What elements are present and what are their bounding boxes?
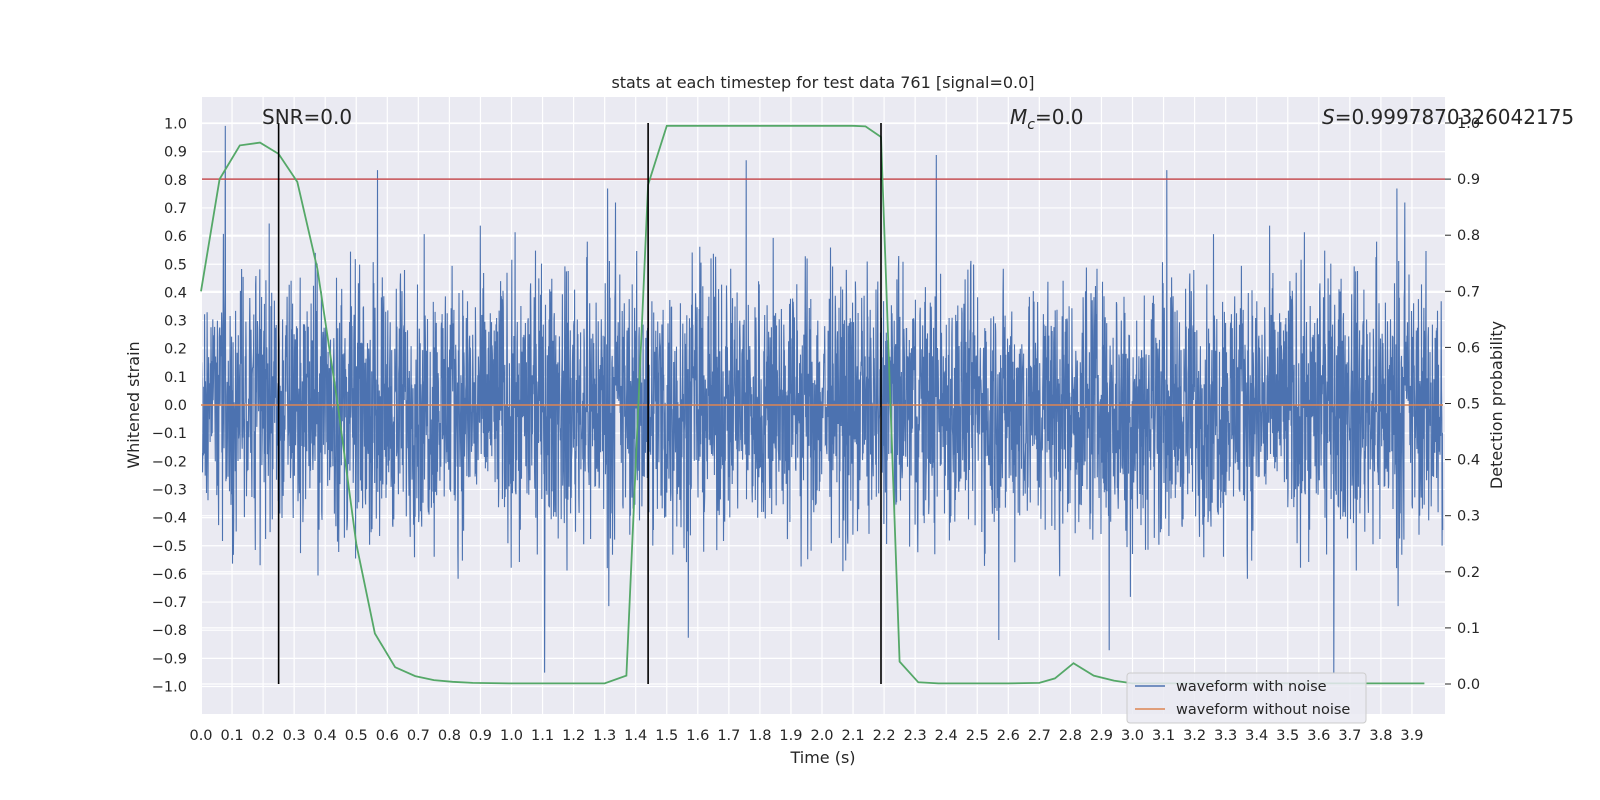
y-tick-label: −0.2 <box>152 454 187 470</box>
x-tick-label: 1.2 <box>562 728 585 744</box>
y-tick-label: 0.1 <box>164 370 187 386</box>
x-tick-label: 3.9 <box>1400 728 1423 744</box>
y-tick-label: −0.5 <box>152 539 187 555</box>
x-tick-label: 3.0 <box>1121 728 1144 744</box>
legend: waveform with noise waveform without noi… <box>1126 672 1367 724</box>
y-tick-label: −0.7 <box>152 595 187 611</box>
x-tick-label: 3.3 <box>1214 728 1237 744</box>
x-tick-label: 3.1 <box>1152 728 1175 744</box>
y-tick-label: 0.8 <box>164 173 187 189</box>
x-tick-label: 2.8 <box>1059 728 1082 744</box>
legend-box <box>1126 672 1367 724</box>
y-tick-label: −0.6 <box>152 567 187 583</box>
x-tick-label: 3.7 <box>1338 728 1361 744</box>
y2-tick-label: 0.9 <box>1457 172 1480 188</box>
y-tick-label: 0.9 <box>164 145 187 161</box>
y2-tick-label: 0.2 <box>1457 565 1480 581</box>
x-tick-label: 0.4 <box>314 728 337 744</box>
x-tick-label: 0.0 <box>189 728 212 744</box>
x-tick-label: 1.0 <box>500 728 523 744</box>
x-tick-label: 3.8 <box>1369 728 1392 744</box>
y2-tick-label: 0.4 <box>1457 453 1480 469</box>
y2-tick-label: 0.8 <box>1457 228 1480 244</box>
x-tick-label: 1.4 <box>624 728 647 744</box>
y2-tick-label: 0.1 <box>1457 621 1480 637</box>
y-axis-label: Whitened strain <box>124 341 143 468</box>
x-tick-label: 2.7 <box>1028 728 1051 744</box>
x-tick-label: 0.7 <box>407 728 430 744</box>
x-tick-label: 1.6 <box>686 728 709 744</box>
x-tick-label: 2.6 <box>997 728 1020 744</box>
x-tick-label: 2.1 <box>842 728 865 744</box>
x-tick-label: 1.9 <box>779 728 802 744</box>
x-tick-label: 3.6 <box>1307 728 1330 744</box>
y2-tick-label: 0.7 <box>1457 284 1480 300</box>
x-tick-label: 2.0 <box>810 728 833 744</box>
legend-label-clean: waveform without noise <box>1176 702 1350 718</box>
chirp-mass-subscript: c <box>1027 117 1035 133</box>
x-tick-label: 0.3 <box>283 728 306 744</box>
y-tick-label: 0.4 <box>164 285 187 301</box>
chirp-mass-annotation: Mc=0.0 <box>1010 105 1084 133</box>
y-tick-label: 1.0 <box>164 117 187 133</box>
y-tick-label: 0.6 <box>164 229 187 245</box>
x-tick-label: 0.5 <box>345 728 368 744</box>
y-tick-label: −0.8 <box>152 623 187 639</box>
y2-tick-label: 0.5 <box>1457 397 1480 413</box>
y-tick-label: 0.5 <box>164 257 187 273</box>
x-tick-label: 2.3 <box>904 728 927 744</box>
x-tick-label: 1.8 <box>748 728 771 744</box>
y-tick-label: 0.0 <box>164 398 187 414</box>
y-tick-label: −0.1 <box>152 426 187 442</box>
x-tick-label: 1.7 <box>717 728 740 744</box>
x-tick-label: 3.5 <box>1276 728 1299 744</box>
y-tick-label: −0.9 <box>152 651 187 667</box>
y2-axis-label: Detection probability <box>1487 321 1506 489</box>
legend-label-noise: waveform with noise <box>1176 679 1327 695</box>
x-tick-label: 0.9 <box>469 728 492 744</box>
chirp-mass-symbol: M <box>1010 105 1027 129</box>
y2-tick-label: 0.6 <box>1457 340 1480 356</box>
detection-probability-line <box>200 124 1425 685</box>
x-tick-label: 2.2 <box>873 728 896 744</box>
snr-annotation: SNR=0.0 <box>262 105 352 129</box>
chirp-mass-value: =0.0 <box>1035 105 1084 129</box>
x-tick-label: 0.2 <box>252 728 275 744</box>
y2-tick-label: 1.0 <box>1457 116 1480 132</box>
chart-title: stats at each timestep for test data 761… <box>611 73 1034 92</box>
x-tick-label: 3.2 <box>1183 728 1206 744</box>
x-tick-label: 3.4 <box>1245 728 1268 744</box>
x-axis-label: Time (s) <box>789 748 855 767</box>
x-tick-label: 2.4 <box>935 728 958 744</box>
y-tick-label: 0.7 <box>164 201 187 217</box>
x-tick-label: 1.5 <box>655 728 678 744</box>
x-tick-label: 0.6 <box>376 728 399 744</box>
y2-tick-label: 0.3 <box>1457 509 1480 525</box>
x-tick-label: 0.1 <box>221 728 244 744</box>
x-tick-label: 1.3 <box>593 728 616 744</box>
waveform-with-noise-line <box>202 125 1444 673</box>
x-tick-label: 0.8 <box>438 728 461 744</box>
x-tick-label: 1.1 <box>531 728 554 744</box>
y-tick-label: 0.3 <box>164 314 187 330</box>
x-tick-label: 2.5 <box>966 728 989 744</box>
x-tick-label: 2.9 <box>1090 728 1113 744</box>
y2-tick-label: 0.0 <box>1457 677 1480 693</box>
y-tick-label: −1.0 <box>152 680 187 696</box>
y-tick-label: −0.4 <box>152 511 187 527</box>
y-tick-label: 0.2 <box>164 342 187 358</box>
score-annotation: S=0.9997870326042175 <box>1322 105 1574 129</box>
y-tick-label: −0.3 <box>152 482 187 498</box>
score-symbol: S <box>1322 105 1335 129</box>
score-value: =0.9997870326042175 <box>1335 105 1574 129</box>
